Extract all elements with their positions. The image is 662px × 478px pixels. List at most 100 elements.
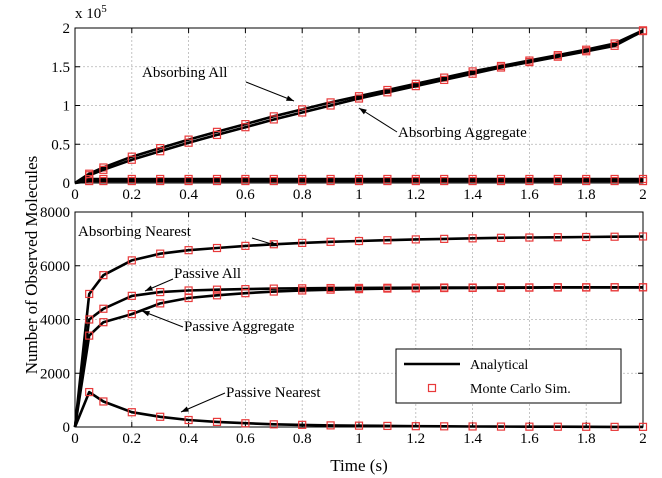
x-tick-label: 1.6 <box>520 187 539 203</box>
series-point <box>241 123 250 132</box>
series-point <box>638 27 648 36</box>
series-point <box>99 271 108 280</box>
y-tick-label: 0 <box>63 420 71 436</box>
y-tick-label: 4000 <box>40 313 70 329</box>
series-point <box>127 408 136 417</box>
series-point <box>496 422 506 431</box>
series-point <box>468 69 477 78</box>
y-exponent-label: x 105 <box>75 3 107 22</box>
series-point <box>610 232 619 241</box>
legend-label: Monte Carlo Sim. <box>470 382 571 397</box>
series-point <box>411 422 420 431</box>
series-point <box>127 256 136 265</box>
series-point <box>99 318 108 327</box>
series-point <box>212 291 222 300</box>
series-point <box>582 283 591 292</box>
series-point <box>99 304 108 313</box>
series-point <box>638 232 648 241</box>
y-tick-label: 0.5 <box>51 137 70 153</box>
series-point <box>582 232 591 242</box>
x-tick-label: 1.4 <box>463 431 482 447</box>
series-point <box>525 233 534 242</box>
series-point <box>85 289 94 299</box>
y-tick-label: 8000 <box>40 205 70 221</box>
series-point <box>127 176 136 186</box>
x-tick-label: 0.2 <box>122 431 141 447</box>
series-point <box>354 94 364 103</box>
x-tick-label: 1 <box>355 431 363 447</box>
series-point <box>298 238 307 248</box>
legend: Analytical Monte Carlo Sim. <box>395 348 622 404</box>
x-tick-label: 2 <box>639 187 647 203</box>
annotation-label: Absorbing Nearest <box>78 224 192 240</box>
series-point <box>383 421 392 431</box>
series-point <box>383 88 392 97</box>
series-point <box>298 176 307 186</box>
x-tick-label: 1.2 <box>406 187 425 203</box>
series-line <box>73 235 644 428</box>
annotation-arrowhead <box>286 95 294 101</box>
y-tick-label: 0 <box>63 176 71 192</box>
series-point <box>553 176 562 186</box>
series-point <box>326 176 335 186</box>
annotation-arrowhead <box>359 108 367 115</box>
annotation-label: Passive Nearest <box>226 385 321 401</box>
series-point <box>241 289 250 298</box>
x-axis-label: Time (s) <box>330 456 387 475</box>
series-point <box>241 241 250 250</box>
series-point <box>85 387 94 397</box>
series-point <box>610 41 619 50</box>
series-point <box>440 75 449 85</box>
series-point <box>582 422 591 431</box>
series-point <box>269 240 278 249</box>
series-point <box>383 176 392 186</box>
series-point <box>326 101 335 110</box>
series-point <box>127 310 136 319</box>
series-point <box>156 249 165 258</box>
series-line <box>74 177 643 185</box>
y-tick-label: 1.5 <box>51 60 70 76</box>
x-tick-label: 0.4 <box>179 431 198 447</box>
legend-box <box>395 348 622 404</box>
bottom-panel: 0 0.2 0.4 0.6 0.8 1 1.2 1.4 1.6 1.8 2 0 2000 4000 6000… <box>40 205 648 447</box>
series-point <box>525 422 534 431</box>
x-tick-label: 0.2 <box>122 187 141 203</box>
series-point <box>298 420 307 429</box>
annotation-arrow <box>180 392 226 413</box>
series-point <box>269 176 278 186</box>
y-tick-label: 2000 <box>40 366 70 382</box>
x-tick-label: 0.6 <box>236 431 255 447</box>
series-point <box>582 47 591 56</box>
series-point <box>468 234 477 243</box>
series-point <box>354 176 364 186</box>
series-point <box>184 246 193 255</box>
x-tick-label: 1.6 <box>520 431 539 447</box>
series-point <box>241 176 250 186</box>
series-point <box>553 422 562 431</box>
series-point <box>638 422 648 431</box>
y-tick-label: 6000 <box>40 259 70 275</box>
y-tick-label: 2 <box>63 21 71 37</box>
series-point <box>411 176 420 186</box>
series-point <box>383 284 392 293</box>
series-line <box>73 286 643 428</box>
x-tick-label: 0 <box>71 431 79 447</box>
series-point <box>525 176 534 186</box>
series-point <box>468 422 477 431</box>
series-point <box>156 287 165 297</box>
series-point <box>354 236 364 246</box>
series-point <box>298 286 307 295</box>
series-point <box>212 130 222 140</box>
series-point <box>269 420 278 429</box>
series-point <box>99 165 108 174</box>
series-point <box>440 283 449 293</box>
series-line <box>74 29 644 185</box>
series-point <box>553 52 562 61</box>
annotation-label: Absorbing Aggregate <box>398 125 527 141</box>
series-point <box>610 176 619 186</box>
series-point <box>156 147 165 156</box>
x-tick-label: 0.8 <box>293 431 312 447</box>
series-point <box>298 108 307 117</box>
series-point <box>269 287 278 296</box>
